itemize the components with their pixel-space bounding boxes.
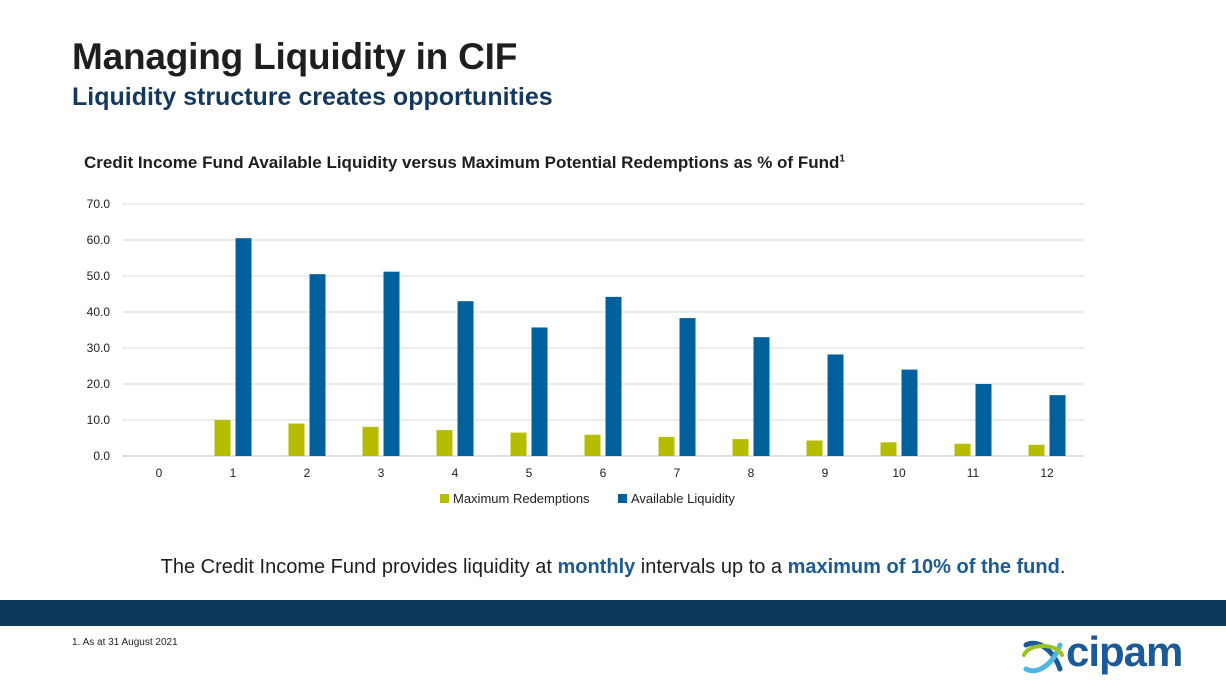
x-tick-label: 8 xyxy=(748,466,755,480)
caption-part2: intervals up to a xyxy=(635,556,788,578)
caption-part3: . xyxy=(1059,556,1066,578)
y-tick-label: 20.0 xyxy=(87,377,111,391)
bar-available-liquidity xyxy=(531,327,548,456)
x-tick-label: 9 xyxy=(822,466,829,480)
y-tick-label: 10.0 xyxy=(87,413,111,427)
y-tick-label: 30.0 xyxy=(87,341,111,355)
x-tick-label: 12 xyxy=(1040,466,1054,480)
bar-available-liquidity xyxy=(1049,395,1066,456)
bar-available-liquidity xyxy=(679,318,696,456)
bar-maximum-redemptions xyxy=(436,430,453,456)
bar-available-liquidity xyxy=(975,384,992,456)
page-subtitle: Liquidity structure creates opportunitie… xyxy=(72,83,553,111)
x-tick-label: 7 xyxy=(674,466,681,480)
bar-maximum-redemptions xyxy=(510,432,527,456)
bar-available-liquidity xyxy=(753,337,770,456)
bar-available-liquidity xyxy=(827,354,844,456)
bar-maximum-redemptions xyxy=(880,442,897,456)
y-tick-label: 60.0 xyxy=(87,233,111,247)
x-tick-label: 3 xyxy=(378,466,385,480)
x-tick-label: 5 xyxy=(526,466,533,480)
chart-title-footnote-marker: 1 xyxy=(839,153,845,165)
y-tick-label: 70.0 xyxy=(87,197,111,211)
bar-available-liquidity xyxy=(605,296,622,456)
x-tick-label: 2 xyxy=(304,466,311,480)
y-tick-label: 50.0 xyxy=(87,269,111,283)
bar-available-liquidity xyxy=(235,238,252,456)
bar-maximum-redemptions xyxy=(732,439,749,456)
bar-maximum-redemptions xyxy=(1028,444,1045,456)
bar-available-liquidity xyxy=(901,369,918,456)
chart-title-text: Credit Income Fund Available Liquidity v… xyxy=(84,153,840,172)
caption-emphasis-maximum: maximum of 10% of the fund xyxy=(787,556,1060,578)
bar-available-liquidity xyxy=(457,301,474,456)
cipam-logo-text: cipam xyxy=(1066,628,1183,675)
bar-maximum-redemptions xyxy=(362,426,379,456)
bar-maximum-redemptions xyxy=(806,440,823,456)
x-tick-label: 10 xyxy=(892,466,906,480)
x-tick-label: 1 xyxy=(230,466,237,480)
bar-maximum-redemptions xyxy=(954,443,971,456)
x-tick-label: 4 xyxy=(452,466,459,480)
caption-emphasis-monthly: monthly xyxy=(557,556,636,578)
legend-swatch xyxy=(618,494,627,503)
chart-title: Credit Income Fund Available Liquidity v… xyxy=(84,153,845,173)
bar-chart: 0.010.020.030.040.050.060.070.00 1 2 3 4 5 6 7 8… xyxy=(87,197,1084,506)
legend-label: Maximum Redemptions xyxy=(453,491,590,506)
y-tick-label: 0.0 xyxy=(93,449,110,463)
legend-label: Available Liquidity xyxy=(631,491,735,506)
bar-maximum-redemptions xyxy=(214,420,231,456)
footnote: 1. As at 31 August 2021 xyxy=(72,637,178,648)
page-title: Managing Liquidity in CIF xyxy=(72,36,518,77)
bar-maximum-redemptions xyxy=(288,423,305,456)
x-tick-label: 11 xyxy=(967,466,980,480)
bar-available-liquidity xyxy=(309,274,326,456)
cipam-logo-icon xyxy=(1022,640,1064,674)
footer-band xyxy=(0,600,1226,626)
bar-maximum-redemptions xyxy=(658,436,675,456)
legend-swatch xyxy=(440,494,449,503)
caption: The Credit Income Fund provides liquidit… xyxy=(0,556,1226,579)
x-tick-label: 6 xyxy=(600,466,607,480)
bar-maximum-redemptions xyxy=(584,434,601,456)
y-tick-label: 40.0 xyxy=(87,305,111,319)
x-tick-label: 0 xyxy=(156,466,163,480)
caption-part1: The Credit Income Fund provides liquidit… xyxy=(160,556,558,578)
bar-available-liquidity xyxy=(383,271,400,456)
